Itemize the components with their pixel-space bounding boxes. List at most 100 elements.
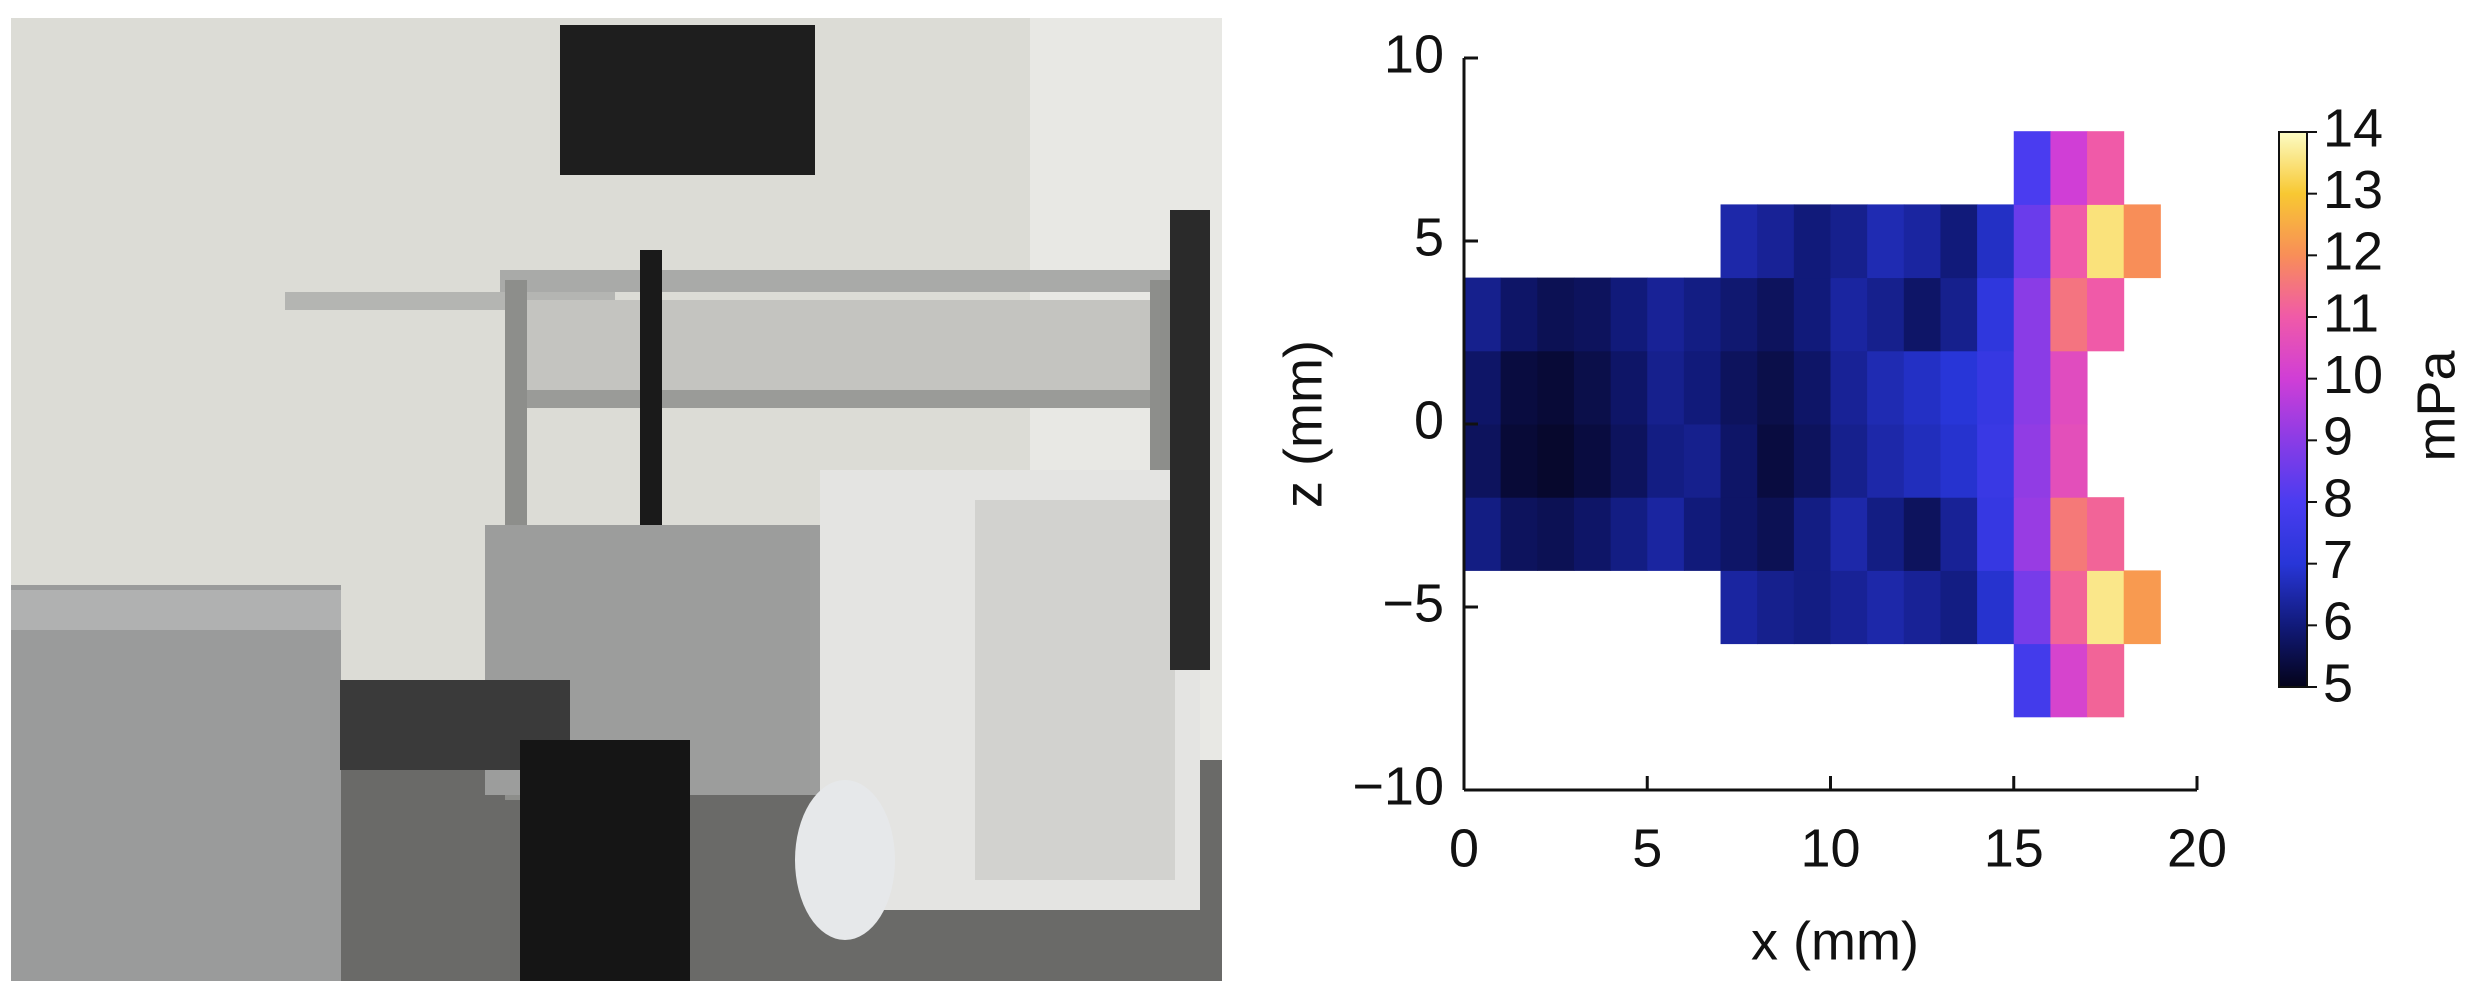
heatmap-cell bbox=[1940, 350, 1978, 425]
heatmap-cell bbox=[1610, 350, 1648, 425]
heatmap-cell bbox=[1830, 204, 1868, 279]
heatmap-cell bbox=[2050, 350, 2088, 425]
y-tick-label: 10 bbox=[1384, 24, 1444, 84]
heatmap-cell bbox=[1940, 277, 1978, 352]
heatmap-cell bbox=[1793, 350, 1831, 425]
heatmap-cell bbox=[1647, 277, 1685, 352]
heatmap-cell bbox=[1867, 204, 1905, 279]
heatmap-cell bbox=[2050, 424, 2088, 498]
heatmap-cell bbox=[1977, 350, 2015, 425]
heatmap-cell bbox=[1464, 277, 1502, 352]
heatmap-cell bbox=[1500, 497, 1538, 571]
heatmap-cell bbox=[2050, 497, 2088, 571]
x-tick-label: 0 bbox=[1449, 818, 1479, 878]
heatmap-cell bbox=[1537, 350, 1575, 425]
colorbar-tick-label: 7 bbox=[2323, 530, 2353, 590]
photo bbox=[11, 18, 1222, 981]
heatmap-cell bbox=[1867, 424, 1905, 498]
heatmap-cell bbox=[1720, 424, 1758, 498]
transducer-mount bbox=[520, 740, 690, 981]
heatmap-cell bbox=[1500, 424, 1538, 498]
colorbar-tick-label: 6 bbox=[2323, 592, 2353, 652]
x-tick-label: 5 bbox=[1632, 818, 1662, 878]
heatmap-cell bbox=[1903, 570, 1941, 645]
heatmap-cell bbox=[1757, 424, 1795, 498]
heatmap-cell bbox=[2013, 350, 2051, 425]
heatmap-cell bbox=[2087, 497, 2125, 571]
heatmap-cell bbox=[1610, 277, 1648, 352]
heatmap-cell bbox=[2050, 204, 2088, 279]
heatmap-cell bbox=[1757, 570, 1795, 645]
heatmap-cell bbox=[1903, 497, 1941, 571]
heatmap-cell bbox=[1464, 497, 1502, 571]
heatmap-cell bbox=[1940, 424, 1978, 498]
heatmap-cell bbox=[2013, 643, 2051, 718]
hose bbox=[1170, 210, 1210, 670]
heatmap-cell bbox=[1903, 424, 1941, 498]
heatmap-cell bbox=[2087, 204, 2125, 279]
heatmap-cell bbox=[1757, 350, 1795, 425]
heatmap-cell bbox=[1793, 570, 1831, 645]
cabinet-vent bbox=[975, 500, 1175, 880]
colorbar-tick-label: 12 bbox=[2323, 222, 2383, 282]
heatmap-cell bbox=[1683, 424, 1722, 498]
heatmap-cell bbox=[1977, 570, 2015, 645]
laser-unit bbox=[520, 300, 1160, 390]
heatmap-cell bbox=[1793, 497, 1831, 571]
heatmap-cell bbox=[2123, 570, 2161, 645]
heatmap-cell bbox=[1793, 204, 1831, 279]
heatmap-cell bbox=[1683, 350, 1722, 425]
heatmap-cell bbox=[1537, 424, 1575, 498]
heatmap-cell bbox=[1647, 424, 1685, 498]
heatmap-cell bbox=[1573, 277, 1612, 352]
heatmap-cell bbox=[1500, 277, 1538, 352]
y-axis-label: z (mm) bbox=[1273, 340, 1333, 508]
heatmap-cell bbox=[2013, 497, 2051, 571]
y-tick-label: −5 bbox=[1382, 573, 1444, 633]
heatmap-cell bbox=[1720, 497, 1758, 571]
heatmap-cell bbox=[2050, 570, 2088, 645]
heatmap-cell bbox=[1757, 204, 1795, 279]
heatmap-cell bbox=[2050, 277, 2088, 352]
colorbar-tick-label: 9 bbox=[2323, 407, 2353, 467]
colorbar-tick-label: 14 bbox=[2323, 98, 2383, 158]
heatmap-cell bbox=[2087, 570, 2125, 645]
heatmap-cell bbox=[1977, 424, 2015, 498]
heatmap-cell bbox=[1573, 497, 1612, 571]
heatmap-cell bbox=[1610, 497, 1648, 571]
y-tick-label: −10 bbox=[1352, 756, 1444, 816]
heatmap-cell bbox=[2123, 204, 2161, 279]
heatmap-cell bbox=[1683, 497, 1722, 571]
beaker bbox=[795, 780, 895, 940]
colorbar bbox=[2278, 131, 2308, 688]
heatmap-cell bbox=[1464, 424, 1502, 498]
crate bbox=[11, 585, 341, 981]
colorbar-label: mPa bbox=[2406, 350, 2466, 462]
heatmap-cell bbox=[2013, 424, 2051, 498]
heatmap-cell bbox=[2050, 131, 2088, 205]
heatmap-cell bbox=[1757, 277, 1795, 352]
heatmap-cell bbox=[1830, 497, 1868, 571]
heatmap-cell bbox=[1867, 277, 1905, 352]
monitor bbox=[560, 25, 815, 175]
heatmap-cell bbox=[1573, 350, 1612, 425]
heatmap-cell bbox=[1793, 424, 1831, 498]
shelf bbox=[500, 270, 1180, 292]
heatmap-cell bbox=[1720, 570, 1758, 645]
heatmap-cell bbox=[1683, 277, 1722, 352]
heatmap-cell bbox=[1720, 204, 1758, 279]
heatmap-cell bbox=[1537, 277, 1575, 352]
shelf bbox=[520, 390, 1160, 408]
heatmap-cell bbox=[1720, 277, 1758, 352]
heatmap-cell bbox=[2013, 204, 2051, 279]
heatmap-cell bbox=[2013, 570, 2051, 645]
heatmap-cell bbox=[1977, 497, 2015, 571]
heatmap-cell bbox=[2087, 277, 2125, 352]
heatmap-cell bbox=[1903, 350, 1941, 425]
heatmap-cell bbox=[1977, 277, 2015, 352]
heatmap-cell bbox=[1830, 424, 1868, 498]
heatmap-cell bbox=[1867, 570, 1905, 645]
heatmap-cell bbox=[1573, 424, 1612, 498]
y-tick-label: 0 bbox=[1414, 390, 1444, 450]
